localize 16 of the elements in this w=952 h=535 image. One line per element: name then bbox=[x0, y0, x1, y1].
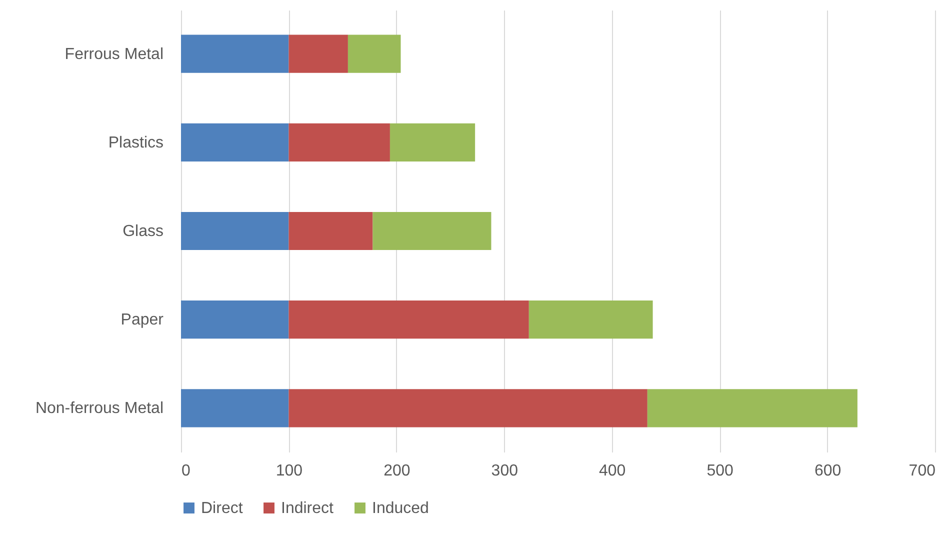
y-tick-label: Paper bbox=[120, 312, 164, 329]
legend-label: Induced bbox=[372, 500, 429, 517]
y-tick-label: Non-ferrous Metal bbox=[35, 400, 164, 418]
legend-label: Indirect bbox=[281, 500, 334, 517]
y-tick-label: Plastics bbox=[108, 134, 164, 152]
x-tick-label: 300 bbox=[491, 462, 518, 480]
y-tick-label: Glass bbox=[122, 223, 164, 240]
x-tick-label: 700 bbox=[908, 462, 936, 480]
x-tick-label: 100 bbox=[276, 462, 303, 480]
x-tick-label: 0 bbox=[182, 462, 190, 480]
x-tick-label: 400 bbox=[599, 462, 626, 480]
x-tick-label: 500 bbox=[706, 462, 734, 480]
legend-label: Direct bbox=[201, 500, 244, 517]
y-tick-label: Ferrous Metal bbox=[64, 46, 164, 63]
x-tick-label: 200 bbox=[384, 462, 410, 480]
x-tick-label: 600 bbox=[814, 462, 842, 480]
